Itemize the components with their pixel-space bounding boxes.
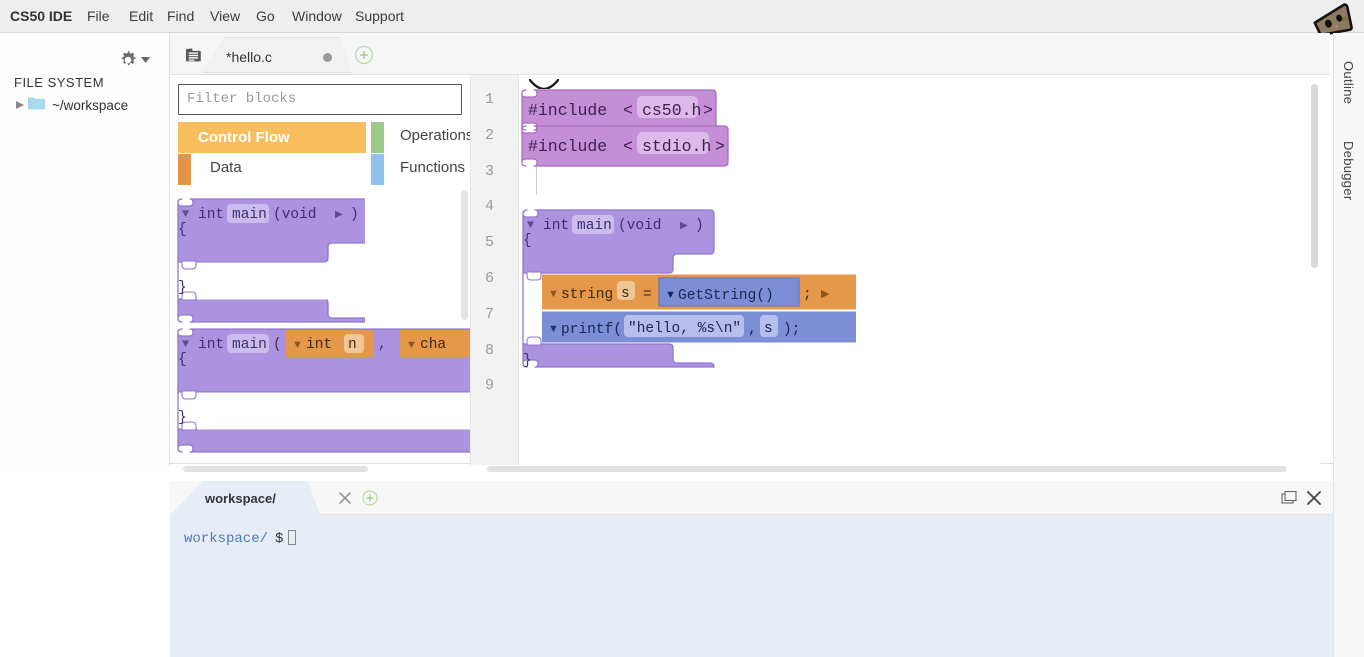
- svg-text:(: (: [273, 337, 282, 353]
- svg-text:#include: #include: [528, 101, 607, 120]
- svg-text:,: ,: [378, 337, 387, 353]
- svg-text:#include: #include: [528, 137, 607, 156]
- svg-text:}: }: [523, 353, 532, 369]
- svg-text:main: main: [232, 337, 267, 353]
- svg-text:>: >: [703, 101, 713, 120]
- svg-text:}: }: [178, 410, 187, 426]
- svg-text:▼: ▼: [292, 339, 303, 351]
- svg-text:<: <: [623, 137, 633, 156]
- svg-text:int: int: [306, 337, 332, 353]
- svg-text:s: s: [621, 286, 630, 302]
- svg-text:);: );: [783, 322, 800, 338]
- svg-text:"hello, %s\n": "hello, %s\n": [628, 321, 741, 337]
- svg-text:▼: ▼: [182, 207, 190, 221]
- svg-text:main: main: [577, 218, 612, 234]
- svg-text:(void: (void: [273, 207, 317, 223]
- svg-text:▶: ▶: [335, 209, 343, 220]
- svg-text:(void: (void: [618, 218, 662, 234]
- svg-text:=: =: [643, 287, 652, 303]
- svg-text:cs50.h: cs50.h: [642, 101, 701, 120]
- svg-text:int: int: [198, 337, 224, 353]
- svg-text:stdio.h: stdio.h: [642, 137, 711, 156]
- svg-text:cha: cha: [420, 337, 446, 353]
- svg-text:<: <: [623, 101, 633, 120]
- svg-text:main: main: [232, 207, 267, 223]
- svg-text:;: ;: [803, 287, 812, 303]
- svg-text:▶: ▶: [680, 220, 688, 231]
- svg-text:string: string: [561, 287, 613, 303]
- svg-text:▼: ▼: [406, 339, 417, 351]
- svg-text:,: ,: [748, 322, 757, 338]
- svg-text:): ): [695, 218, 704, 234]
- svg-text:▼: ▼: [665, 289, 676, 301]
- svg-text:}: }: [178, 280, 187, 296]
- svg-text:): ): [350, 207, 359, 223]
- svg-text:>: >: [715, 137, 725, 156]
- svg-text:{: {: [178, 352, 187, 368]
- svg-text:▼: ▼: [527, 218, 535, 232]
- svg-text:printf(: printf(: [561, 322, 622, 338]
- svg-text:{: {: [523, 233, 532, 249]
- svg-text:▼: ▼: [548, 288, 559, 300]
- svg-text:int: int: [543, 218, 569, 234]
- svg-text:s: s: [764, 321, 773, 337]
- svg-text:▼: ▼: [182, 337, 190, 351]
- svg-text:{: {: [178, 222, 187, 238]
- svg-text:GetString(): GetString(): [678, 288, 774, 304]
- svg-text:n: n: [348, 337, 357, 353]
- svg-text:▶: ▶: [821, 288, 830, 300]
- svg-text:▼: ▼: [548, 323, 559, 335]
- svg-text:int: int: [198, 207, 224, 223]
